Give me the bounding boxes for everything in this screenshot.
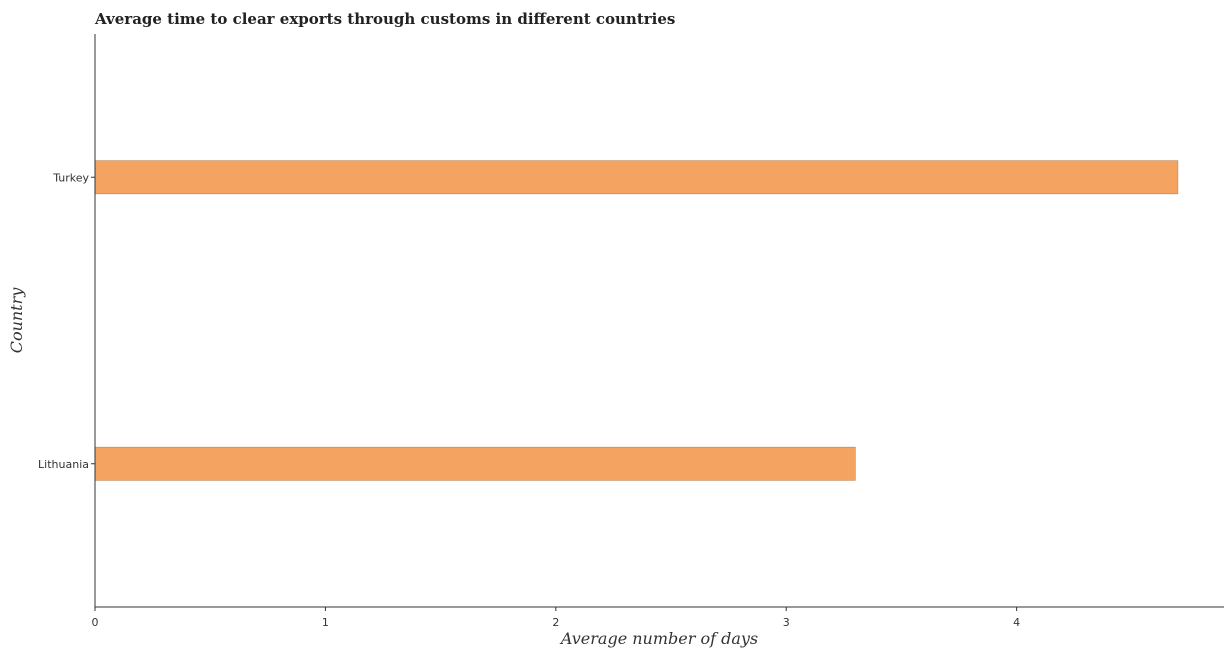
- y-axis-label: Country: [7, 287, 26, 354]
- bars-group: [94, 160, 1179, 481]
- x-tick-label-2: 2: [552, 616, 559, 629]
- chart-title: Average time to clear exports through cu…: [94, 10, 675, 28]
- y-tick-label-turkey: Turkey: [52, 171, 89, 184]
- bar-lithuania: [94, 446, 856, 481]
- x-tick-label-3: 3: [783, 616, 790, 629]
- y-ticks-group: Lithuania Turkey: [38, 171, 95, 471]
- x-tick-label-0: 0: [92, 616, 99, 629]
- x-tick-label-1: 1: [322, 616, 329, 629]
- x-tick-label-4: 4: [1013, 616, 1020, 629]
- bar-turkey: [94, 160, 1179, 195]
- y-tick-label-lithuania: Lithuania: [38, 458, 89, 471]
- x-axis-label: Average number of days: [559, 629, 758, 648]
- x-ticks-group: 0 1 2 3 4: [92, 607, 1020, 629]
